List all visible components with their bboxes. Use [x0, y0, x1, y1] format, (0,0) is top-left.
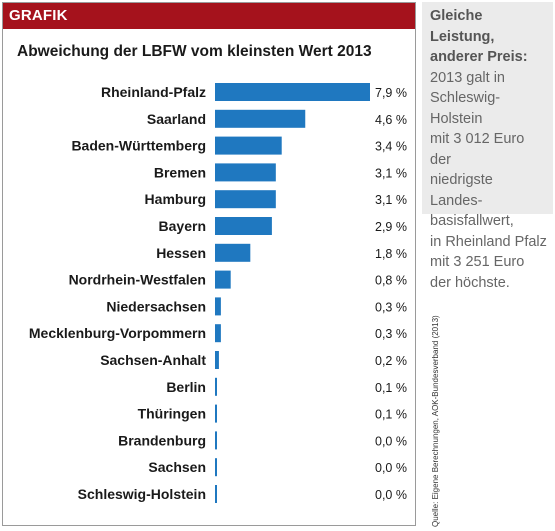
category-label: Brandenburg: [118, 432, 206, 448]
bar-chart: Rheinland-Pfalz 7,9 % Saarland 4,6 % Baden-W…: [29, 83, 407, 503]
category-label: Hessen: [156, 245, 206, 261]
bar: [215, 217, 272, 235]
value-label: 3,1 %: [375, 193, 407, 207]
bar: [215, 377, 217, 396]
category-label: Rheinland-Pfalz: [101, 84, 206, 100]
bar: [215, 243, 251, 262]
category-label: Baden-Württemberg: [71, 138, 206, 154]
bar: [215, 190, 276, 209]
bar: [215, 136, 282, 155]
category-label: Niedersachsen: [106, 298, 206, 314]
bar: [215, 351, 219, 369]
value-label: 0,3 %: [375, 300, 407, 314]
bar: [215, 163, 276, 182]
category-label: Bremen: [154, 164, 206, 180]
bar: [215, 324, 221, 343]
value-label: 0,2 %: [375, 354, 407, 368]
source-note: Quelle: Eigene Berechnungen, AOK-Bundesv…: [431, 315, 440, 527]
side-note-text: 2013 galt in Schleswig-Holstein mit 3 01…: [430, 69, 547, 291]
category-label: Nordrhein-Westfalen: [69, 272, 206, 288]
category-label: Hamburg: [145, 191, 206, 207]
header-label: GRAFIK: [9, 7, 68, 24]
category-label: Berlin: [166, 379, 206, 395]
side-note-heading: Gleiche Leistung, anderer Preis:: [430, 8, 528, 65]
value-label: 1,8 %: [375, 247, 407, 261]
category-label: Thüringen: [138, 406, 206, 422]
category-label: Sachsen-Anhalt: [100, 352, 206, 368]
bar: [215, 83, 370, 101]
value-label: 3,4 %: [375, 140, 407, 154]
value-label: 0,0 %: [375, 488, 407, 502]
value-label: 7,9 %: [375, 86, 407, 100]
value-label: 4,6 %: [375, 113, 407, 127]
category-label: Sachsen: [148, 459, 206, 475]
category-label: Saarland: [147, 111, 206, 127]
bar: [215, 297, 221, 316]
value-label: 0,0 %: [375, 434, 407, 448]
value-label: 0,1 %: [375, 381, 407, 395]
side-note: Gleiche Leistung, anderer Preis: 2013 ga…: [422, 2, 553, 291]
value-label: 3,1 %: [375, 166, 407, 180]
value-label: 0,0 %: [375, 461, 407, 475]
category-label: Schleswig-Holstein: [78, 486, 206, 502]
bar: [215, 270, 231, 289]
header-bar: GRAFIK: [3, 3, 415, 29]
bar: [215, 458, 217, 477]
chart-panel: GRAFIK Abweichung der LBFW vom kleinsten…: [2, 2, 416, 526]
value-label: 0,3 %: [375, 327, 407, 341]
bar: [215, 109, 306, 128]
value-label: 2,9 %: [375, 220, 407, 234]
bar: [215, 485, 217, 503]
value-label: 0,1 %: [375, 408, 407, 422]
chart-title: Abweichung der LBFW vom kleinsten Wert 2…: [17, 43, 372, 60]
category-label: Bayern: [159, 218, 206, 234]
bar: [215, 431, 217, 450]
value-label: 0,8 %: [375, 274, 407, 288]
category-label: Mecklenburg-Vorpommern: [29, 325, 206, 341]
bar: [215, 404, 217, 423]
